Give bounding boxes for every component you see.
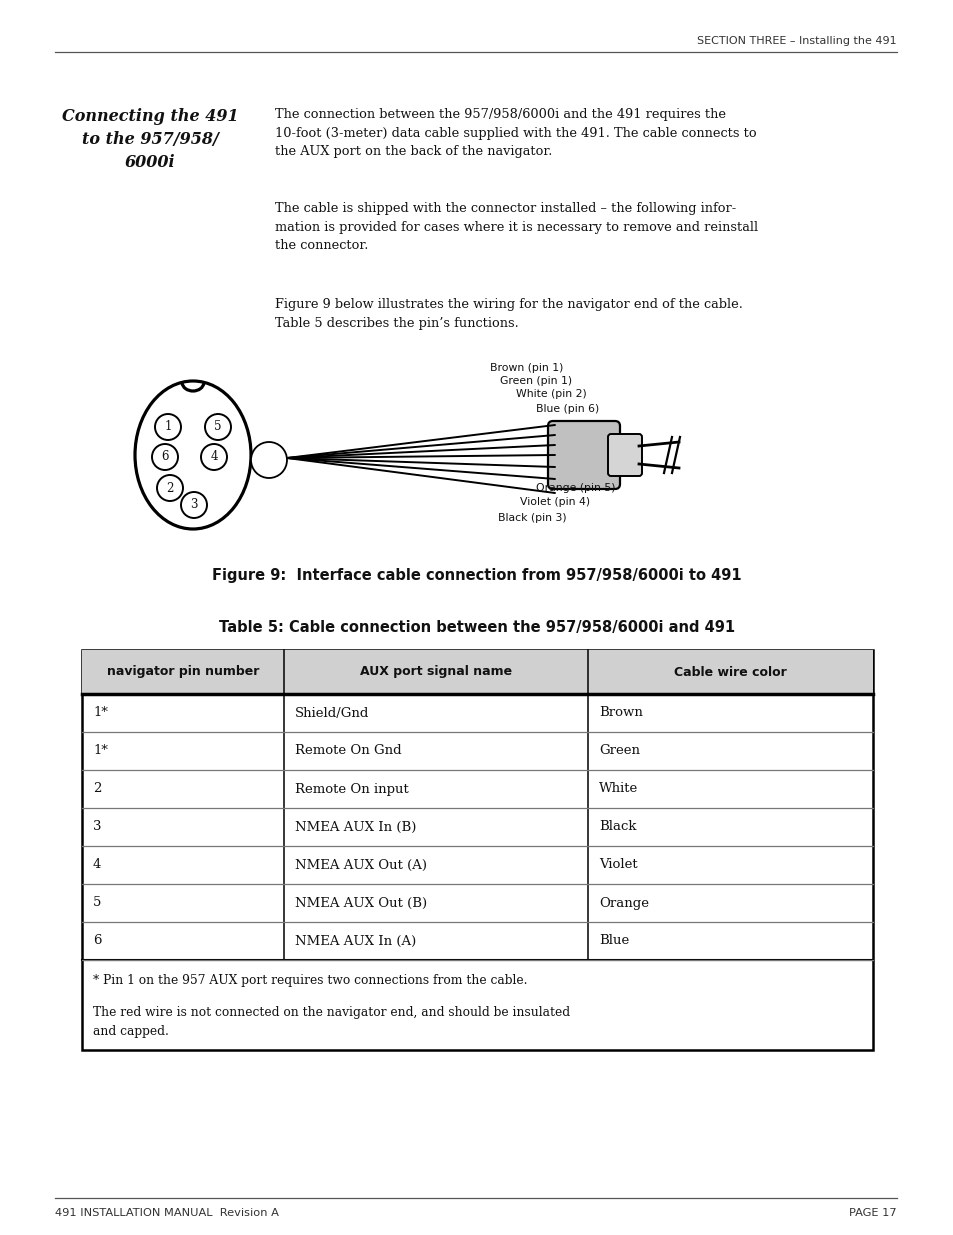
Text: 4: 4 [92, 858, 101, 872]
FancyBboxPatch shape [547, 421, 619, 489]
Text: 491 INSTALLATION MANUAL  Revision A: 491 INSTALLATION MANUAL Revision A [55, 1208, 278, 1218]
Text: 6: 6 [161, 451, 169, 463]
Text: Brown (pin 1): Brown (pin 1) [490, 363, 563, 373]
Text: Black: Black [598, 820, 636, 834]
Text: NMEA AUX In (A): NMEA AUX In (A) [294, 935, 416, 947]
FancyBboxPatch shape [607, 433, 641, 475]
Text: The connection between the 957/958/6000i and the 491 requires the
10-foot (3-met: The connection between the 957/958/6000i… [274, 107, 756, 158]
Bar [82, 650, 872, 694]
Text: Orange: Orange [598, 897, 649, 909]
Text: PAGE 17: PAGE 17 [848, 1208, 896, 1218]
Text: Violet (pin 4): Violet (pin 4) [519, 496, 590, 508]
Bar [82, 650, 872, 1050]
Text: Shield/Gnd: Shield/Gnd [294, 706, 369, 720]
Text: Brown: Brown [598, 706, 642, 720]
Text: NMEA AUX In (B): NMEA AUX In (B) [294, 820, 416, 834]
Text: NMEA AUX Out (A): NMEA AUX Out (A) [294, 858, 426, 872]
Text: 4: 4 [210, 451, 217, 463]
Text: AUX port signal name: AUX port signal name [359, 666, 512, 678]
Text: * Pin 1 on the 957 AUX port requires two connections from the cable.: * Pin 1 on the 957 AUX port requires two… [92, 974, 527, 987]
Text: 5: 5 [92, 897, 101, 909]
Text: Blue (pin 6): Blue (pin 6) [536, 404, 598, 414]
Text: 1: 1 [164, 420, 172, 433]
Text: Figure 9 below illustrates the wiring for the navigator end of the cable.
Table : Figure 9 below illustrates the wiring fo… [274, 298, 742, 330]
Text: 3: 3 [92, 820, 101, 834]
Text: 1*: 1* [92, 706, 108, 720]
Text: White (pin 2): White (pin 2) [516, 389, 586, 399]
Text: SECTION THREE – Installing the 491: SECTION THREE – Installing the 491 [697, 36, 896, 46]
Text: Orange (pin 5): Orange (pin 5) [536, 483, 615, 493]
Text: 3: 3 [190, 499, 197, 511]
Text: The red wire is not connected on the navigator end, and should be insulated
and : The red wire is not connected on the nav… [92, 1007, 570, 1037]
Text: navigator pin number: navigator pin number [107, 666, 259, 678]
Text: 1*: 1* [92, 745, 108, 757]
Text: Violet: Violet [598, 858, 638, 872]
Text: 2: 2 [92, 783, 101, 795]
Text: Table 5: Cable connection between the 957/958/6000i and 491: Table 5: Cable connection between the 95… [218, 620, 735, 635]
Text: NMEA AUX Out (B): NMEA AUX Out (B) [294, 897, 426, 909]
Text: Black (pin 3): Black (pin 3) [497, 513, 566, 522]
Text: Remote On input: Remote On input [294, 783, 408, 795]
Text: Green (pin 1): Green (pin 1) [499, 375, 572, 387]
Text: 6: 6 [92, 935, 101, 947]
Text: Connecting the 491
to the 957/958/
6000i: Connecting the 491 to the 957/958/ 6000i [62, 107, 238, 170]
Text: Green: Green [598, 745, 639, 757]
Text: Cable wire color: Cable wire color [674, 666, 786, 678]
Text: Figure 9:  Interface cable connection from 957/958/6000i to 491: Figure 9: Interface cable connection fro… [212, 568, 741, 583]
Circle shape [251, 442, 287, 478]
Text: Blue: Blue [598, 935, 629, 947]
Text: 2: 2 [166, 482, 173, 494]
Text: 5: 5 [214, 420, 221, 433]
Text: The cable is shipped with the connector installed – the following infor-
mation : The cable is shipped with the connector … [274, 203, 758, 252]
Text: White: White [598, 783, 638, 795]
Text: Remote On Gnd: Remote On Gnd [294, 745, 401, 757]
